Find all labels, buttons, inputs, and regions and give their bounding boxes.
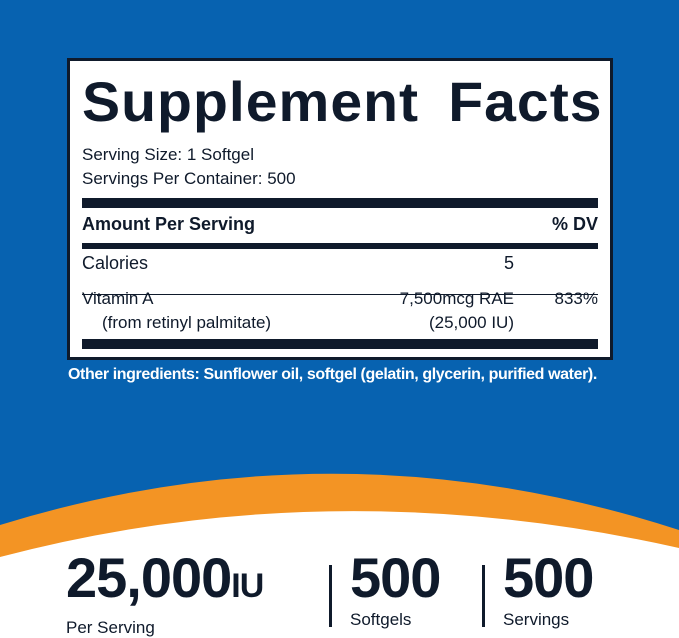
stat-per-serving: 25,000IU Per Serving [66,546,264,638]
facts-title: Supplement Facts [82,70,603,133]
servings-per-container: Servings Per Container: 500 [82,169,296,188]
stat-unit: IU [231,567,264,605]
vitamin-a-label: Vitamin A [82,289,154,308]
stat-value: 500 [350,546,441,609]
divider-thin [82,294,598,295]
stat-label: Softgels [350,610,412,629]
stat-label: Per Serving [66,618,155,637]
divider-thick [82,198,598,208]
stat-value: 500 [503,546,594,609]
vitamin-a-source: (from retinyl palmitate) [102,313,272,332]
calories-amount: 5 [503,253,514,273]
supplement-facts-panel: Supplement Facts Serving Size: 1 Softgel… [67,58,613,360]
stat-servings: 500 Servings [503,546,594,630]
vitamin-a-iu: (25,000 IU) [428,313,514,332]
stat-label: Servings [503,610,570,629]
divider-medium [82,243,598,249]
calories-label: Calories [82,253,149,273]
other-ingredients: Other ingredients: Sunflower oil, softge… [68,366,597,383]
divider-bottom [82,339,598,349]
vitamin-a-dv: 833% [554,289,598,308]
serving-size: Serving Size: 1 Softgel [82,145,254,164]
dv-header: % DV [551,214,598,234]
vitamin-a-amount: 7,500mcg RAE [399,289,514,308]
white-area [0,511,679,632]
stat-divider [329,565,332,627]
stat-value: 25,000 [66,546,232,609]
stat-softgels: 500 Softgels [350,546,441,630]
stat-divider [482,565,485,627]
amount-per-serving-header: Amount Per Serving [82,214,256,234]
